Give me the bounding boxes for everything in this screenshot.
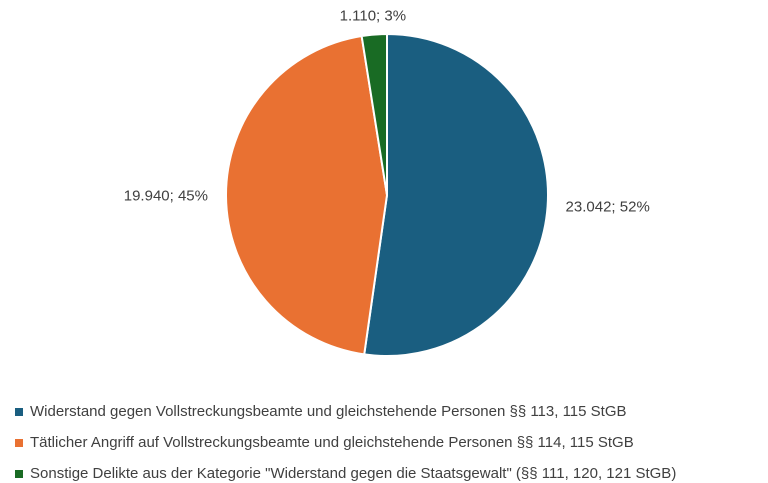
data-label: 1.110; 3% xyxy=(340,8,406,25)
legend-swatch xyxy=(15,408,23,416)
legend-label: Sonstige Delikte aus der Kategorie "Wide… xyxy=(30,465,676,482)
data-label: 23.042; 52% xyxy=(566,199,650,216)
legend-swatch xyxy=(15,470,23,478)
legend-label: Widerstand gegen Vollstreckungsbeamte un… xyxy=(30,403,627,420)
legend-label: Tätlicher Angriff auf Vollstreckungsbeam… xyxy=(30,434,634,451)
pie-slice xyxy=(363,32,549,357)
pie-slice xyxy=(360,32,388,196)
legend-swatch xyxy=(15,439,23,447)
data-label: 19.940; 45% xyxy=(124,187,208,204)
pie-slice xyxy=(225,34,389,356)
